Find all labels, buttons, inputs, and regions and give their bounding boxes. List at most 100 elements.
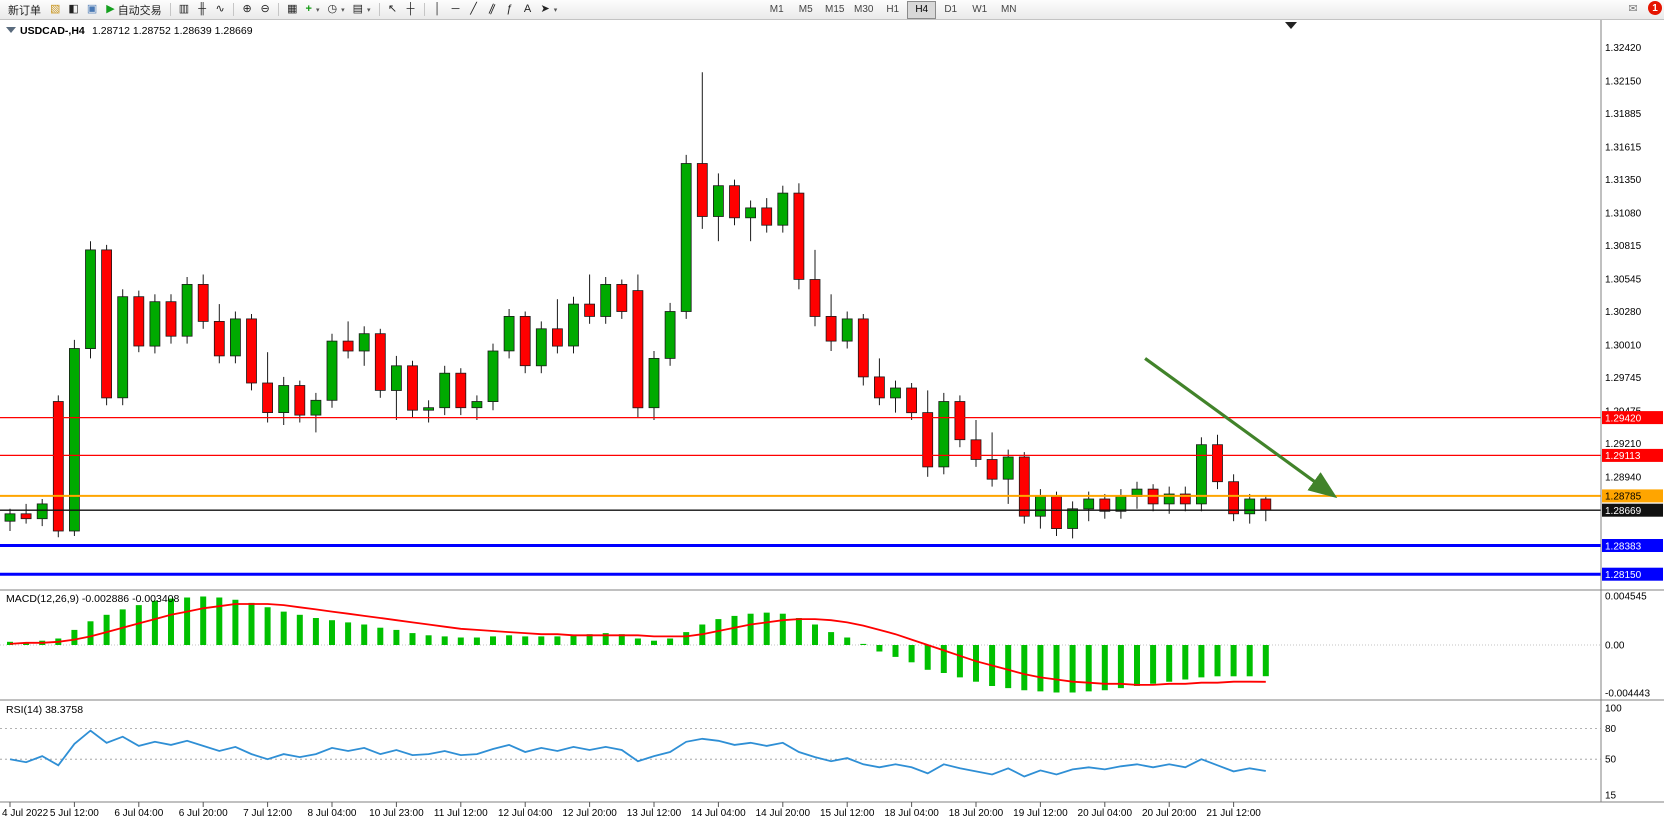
mail-icon: ✉ [1628, 3, 1638, 15]
timeframe-button-w1[interactable]: W1 [972, 4, 988, 15]
zoom-in-button[interactable]: ⊕ [238, 1, 256, 18]
svg-text:1.30280: 1.30280 [1605, 307, 1642, 318]
text-button[interactable]: A [519, 1, 537, 18]
cursor-group: ↖ ┼ [384, 1, 420, 18]
candle-body [680, 163, 692, 312]
rsi-layer: 100 80 50 15 [0, 704, 1622, 801]
timeframe-button-m15[interactable]: M15 [825, 4, 845, 15]
chart-type-group: ▥ ╫ ∿ [175, 1, 229, 18]
time-label: 18 Jul 04:00 [884, 808, 939, 819]
timeframe-button-h4[interactable]: H4 [907, 0, 937, 19]
bar-chart-button[interactable]: ▥ [175, 1, 193, 18]
new-order-button[interactable]: 新订单 [4, 1, 45, 18]
candle-body [1163, 493, 1175, 505]
candle-body [648, 357, 660, 409]
cursor-icon: ↖ [387, 3, 398, 15]
candle-body [358, 333, 370, 352]
rsi-scale-label: 15 [1605, 790, 1617, 801]
line-chart-button[interactable]: ∿ [211, 1, 229, 18]
drawing-tools-group: │ ─ ╱ ∥ ƒ A ➤ ▾ [429, 1, 562, 18]
timeframe-button-m5[interactable]: M5 [798, 4, 813, 15]
timeframe-button-d1[interactable]: D1 [944, 4, 958, 15]
arrows-button[interactable]: ➤ ▾ [537, 1, 562, 18]
candle-body [745, 207, 756, 219]
new-chart-button[interactable]: ▧ [46, 1, 64, 18]
symbol-collapse-icon[interactable] [6, 27, 16, 33]
svg-text:1.32420: 1.32420 [1605, 43, 1642, 54]
candle-body [664, 311, 676, 359]
timeframe-button-mn[interactable]: MN [1000, 4, 1017, 15]
svg-text:1.31615: 1.31615 [1605, 142, 1642, 153]
data-window-button[interactable]: ▣ [83, 1, 101, 18]
dropdown-caret-icon: ▾ [553, 6, 558, 14]
time-axis[interactable]: 4 Jul 2022 5 Jul 12:00 6 Jul 04:00 6 Jul 20… [2, 802, 1261, 819]
indicators-button[interactable]: + ▾ [302, 1, 324, 18]
candle-body [455, 372, 467, 409]
svg-text:1.30010: 1.30010 [1605, 340, 1642, 351]
bar-chart-icon: ▥ [178, 3, 190, 15]
candle-body [535, 328, 547, 367]
candle-body [149, 301, 161, 347]
zoom-out-icon: ⊖ [260, 3, 270, 15]
rsi-scale-label: 50 [1605, 755, 1617, 766]
candlestick-button[interactable]: ╫ [193, 1, 211, 18]
tile-windows-button[interactable]: ▦ [283, 1, 301, 18]
candle-body [552, 328, 563, 347]
autotrade-button[interactable]: ▶ 自动交易 [102, 1, 165, 18]
trend-arrow-annotation[interactable] [1144, 357, 1338, 499]
candle-body [616, 283, 628, 312]
time-label: 6 Jul 04:00 [114, 808, 163, 819]
candle-body [1099, 498, 1111, 512]
candle-body [69, 348, 80, 532]
candle-body [1228, 481, 1239, 515]
candle-body [793, 192, 805, 280]
candle-body [374, 333, 386, 391]
channel-button[interactable]: ∥ [483, 1, 501, 18]
trendline-button[interactable]: ╱ [465, 1, 483, 18]
candle-body [101, 249, 112, 399]
time-label: 10 Jul 23:00 [369, 808, 424, 819]
crosshair-button[interactable]: ┼ [402, 1, 420, 18]
time-label: 21 Jul 12:00 [1206, 808, 1261, 819]
crosshair-icon: ┼ [406, 3, 415, 15]
tile-windows-icon: ▦ [287, 3, 298, 15]
svg-text:1.32150: 1.32150 [1605, 76, 1642, 87]
zoom-in-icon: ⊕ [242, 3, 252, 15]
svg-text:1.28785: 1.28785 [1605, 492, 1642, 503]
fibonacci-button[interactable]: ƒ [501, 1, 519, 18]
cursor-button[interactable]: ↖ [384, 1, 402, 18]
svg-text:1.29113: 1.29113 [1605, 451, 1641, 462]
hline-button[interactable]: ─ [447, 1, 465, 18]
candle-body [407, 365, 418, 411]
candle-body [922, 412, 934, 468]
chart-shift-marker[interactable] [1285, 22, 1297, 29]
candle-body [986, 459, 998, 480]
candle-body [1179, 493, 1191, 505]
templates-button[interactable]: ▤ ▾ [349, 1, 375, 18]
candle-body [197, 283, 209, 322]
rsi-scale-label: 100 [1605, 704, 1622, 715]
macd-header: MACD(12,26,9) -0.002886 -0.003408 [6, 593, 180, 605]
candle-body [890, 387, 901, 399]
vline-icon: │ [434, 3, 441, 15]
notification-badge[interactable]: 1 [1648, 1, 1662, 15]
periods-button[interactable]: ◷ ▾ [323, 1, 348, 18]
vline-button[interactable]: │ [429, 1, 447, 18]
hlines-layer [0, 417, 1601, 576]
community-button[interactable]: ✉ [1624, 1, 1642, 18]
candle-body [584, 303, 595, 317]
candle-body [246, 318, 257, 384]
zoom-out-button[interactable]: ⊖ [256, 1, 274, 18]
timeframe-button-m30[interactable]: M30 [854, 4, 874, 15]
candle-body [390, 365, 402, 391]
chart-windows-button[interactable]: ◧ [64, 1, 82, 18]
price-tag: 1.29420 [1602, 411, 1663, 424]
candle-body [439, 372, 451, 409]
autotrade-label: 自动交易 [117, 4, 162, 17]
timeframe-button-m1[interactable]: M1 [769, 4, 784, 15]
timeframe-button-h1[interactable]: H1 [886, 4, 900, 15]
candle-body [20, 513, 32, 520]
price-tag: 1.28150 [1602, 567, 1663, 581]
zoom-group: ⊕ ⊖ [238, 1, 274, 18]
